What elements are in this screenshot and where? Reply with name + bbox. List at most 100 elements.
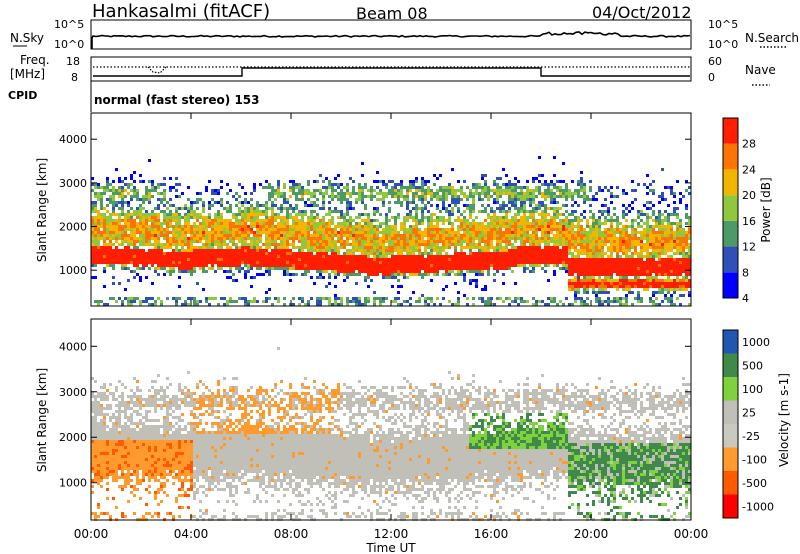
power-cell: [355, 249, 358, 252]
power-cell: [514, 216, 517, 219]
power-cell: [115, 252, 118, 255]
power-cell: [586, 303, 589, 306]
power-cell: [658, 270, 661, 273]
power-cell: [127, 201, 130, 204]
power-cell: [448, 210, 451, 213]
power-cell: [478, 267, 481, 270]
power-cell: [283, 237, 286, 240]
power-cell: [493, 261, 496, 264]
power-cell: [307, 300, 310, 303]
power-cell: [655, 252, 658, 255]
power-cell: [133, 192, 136, 195]
power-cell: [289, 189, 292, 192]
power-cell: [367, 234, 370, 237]
power-cell: [169, 186, 172, 189]
power-cell: [592, 237, 595, 240]
power-cell: [262, 255, 265, 258]
power-cell: [448, 219, 451, 222]
power-cell: [91, 249, 94, 252]
power-cell: [550, 225, 553, 228]
power-cell: [655, 216, 658, 219]
power-cell: [631, 243, 634, 246]
power-cell: [442, 246, 445, 249]
power-cell: [601, 231, 604, 234]
power-cell: [460, 273, 463, 276]
power-cell: [364, 300, 367, 303]
power-cell: [223, 207, 226, 210]
power-cell: [661, 273, 664, 276]
power-cell: [571, 285, 574, 288]
power-cell: [268, 207, 271, 210]
power-cell: [541, 231, 544, 234]
power-cell: [316, 234, 319, 237]
power-cell: [532, 261, 535, 264]
power-cell: [130, 303, 133, 306]
power-cell: [574, 210, 577, 213]
power-cell: [412, 219, 415, 222]
power-cell: [106, 246, 109, 249]
power-cell: [136, 216, 139, 219]
power-cell: [115, 222, 118, 225]
power-cell: [100, 249, 103, 252]
power-cell: [163, 255, 166, 258]
power-cell: [490, 237, 493, 240]
power-cell: [463, 252, 466, 255]
power-cell: [247, 252, 250, 255]
power-cell: [565, 210, 568, 213]
power-cell: [613, 228, 616, 231]
power-cell: [553, 234, 556, 237]
power-cell: [238, 297, 241, 300]
power-cell: [424, 189, 427, 192]
power-cell: [328, 231, 331, 234]
power-cell: [388, 267, 391, 270]
power-cell: [370, 279, 373, 282]
power-cell: [229, 219, 232, 222]
power-cell: [412, 249, 415, 252]
power-cell: [415, 177, 418, 180]
power-cell: [376, 273, 379, 276]
power-cell: [238, 222, 241, 225]
power-cell: [106, 204, 109, 207]
power-cell: [583, 261, 586, 264]
power-cell: [643, 282, 646, 285]
power-cell: [289, 273, 292, 276]
power-cell: [529, 246, 532, 249]
power-cell: [100, 237, 103, 240]
power-cell: [601, 282, 604, 285]
power-cell: [247, 207, 250, 210]
power-cell: [604, 270, 607, 273]
power-cell: [481, 261, 484, 264]
power-cell: [175, 249, 178, 252]
power-cell: [280, 258, 283, 261]
power-cell: [556, 195, 559, 198]
power-cell: [235, 249, 238, 252]
power-cell: [181, 261, 184, 264]
power-cell: [382, 273, 385, 276]
power-cell: [244, 258, 247, 261]
power-cell: [112, 249, 115, 252]
power-cell: [433, 246, 436, 249]
power-cell: [436, 207, 439, 210]
power-cell: [241, 243, 244, 246]
power-cell: [424, 192, 427, 195]
power-cell: [484, 186, 487, 189]
power-cell: [223, 237, 226, 240]
power-cell: [616, 270, 619, 273]
power-cell: [493, 303, 496, 306]
power-cell: [550, 246, 553, 249]
power-cell: [337, 222, 340, 225]
power-cell: [313, 189, 316, 192]
power-cell: [580, 243, 583, 246]
power-cell: [160, 300, 163, 303]
power-cell: [103, 222, 106, 225]
power-cell: [472, 183, 475, 186]
power-cell: [328, 303, 331, 306]
power-cell: [520, 207, 523, 210]
power-cell: [664, 228, 667, 231]
power-cell: [583, 267, 586, 270]
power-cell: [307, 180, 310, 183]
power-cell: [385, 297, 388, 300]
power-cell: [358, 300, 361, 303]
power-cell: [625, 258, 628, 261]
power-cell: [313, 237, 316, 240]
